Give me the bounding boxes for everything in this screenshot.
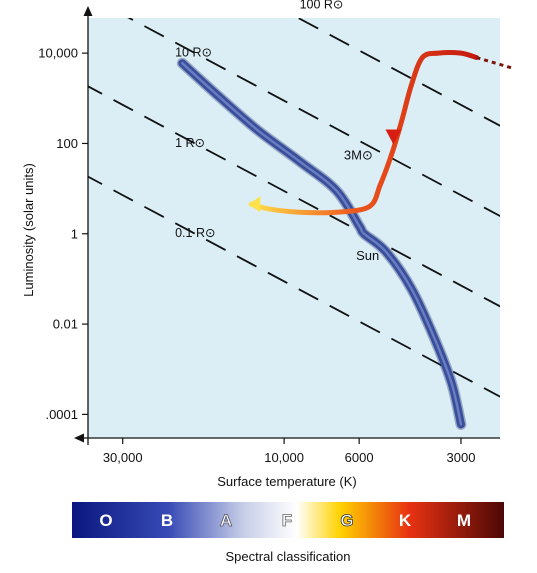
- radius-line-label: 100 R⊙: [300, 0, 344, 12]
- spectral-class-a: A: [220, 511, 232, 530]
- x-axis-arrow-icon: [74, 434, 84, 443]
- x-ticks: 30,000 10,000 6000 3000: [103, 438, 476, 465]
- radius-line-label: 1 R⊙: [175, 136, 205, 150]
- spectral-classification-bar: O B A F G K M Spectral classification: [72, 502, 504, 564]
- y-tick-label: 0.01: [53, 317, 78, 332]
- spectral-title: Spectral classification: [226, 549, 351, 564]
- spectral-class-m: M: [457, 511, 471, 530]
- spectral-class-b: B: [161, 511, 173, 530]
- spectral-class-g: G: [340, 511, 353, 530]
- x-tick-label: 3000: [447, 450, 476, 465]
- y-tick-label: 100: [56, 136, 78, 151]
- radius-line-label: 0.1 R⊙: [175, 226, 215, 240]
- y-ticks: 10,000 100 1 0.01 .0001: [38, 46, 88, 422]
- y-tick-label: 1: [71, 226, 78, 241]
- x-tick-label: 30,000: [103, 450, 143, 465]
- y-axis-arrow-icon: [84, 6, 93, 16]
- sun-label: Sun: [356, 248, 379, 263]
- y-tick-label: .0001: [45, 407, 78, 422]
- plot-background: [88, 18, 500, 438]
- x-tick-label: 6000: [345, 450, 374, 465]
- x-tick-label: 10,000: [264, 450, 304, 465]
- spectral-class-o: O: [99, 511, 112, 530]
- spectral-class-f: F: [282, 511, 292, 530]
- y-tick-label: 10,000: [38, 46, 78, 61]
- spectral-class-k: K: [399, 511, 412, 530]
- y-axis-title: Luminosity (solar units): [21, 163, 36, 297]
- track-mass-label: 3M⊙: [344, 147, 373, 162]
- radius-line-label: 10 R⊙: [175, 46, 212, 60]
- x-axis-title: Surface temperature (K): [217, 474, 356, 489]
